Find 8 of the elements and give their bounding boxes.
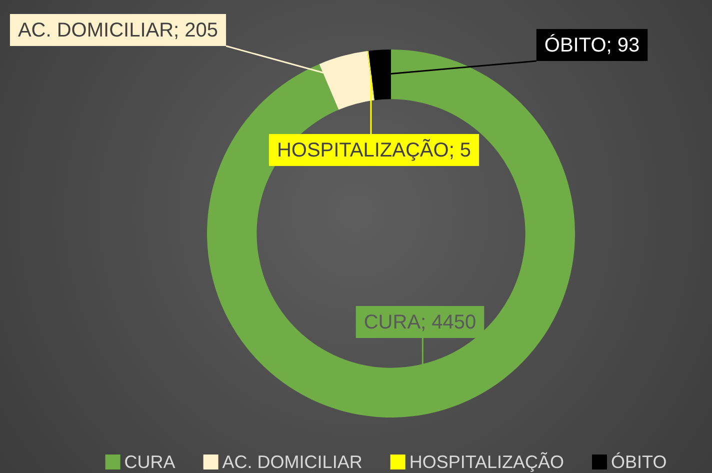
data-label: ÓBITO; 93 [544,34,640,57]
data-label: AC. DOMICILIAR; 205 [18,20,218,42]
legend-label: HOSPITALIZAÇÃO [409,452,564,472]
data-label: CURA; 4450 [364,312,476,334]
data-label: HOSPITALIZAÇÃO; 5 [276,138,472,162]
legend-label: AC. DOMICILIAR [222,452,362,472]
legend-label: ÓBITO [611,452,667,472]
legend-label: CURA [124,452,176,472]
